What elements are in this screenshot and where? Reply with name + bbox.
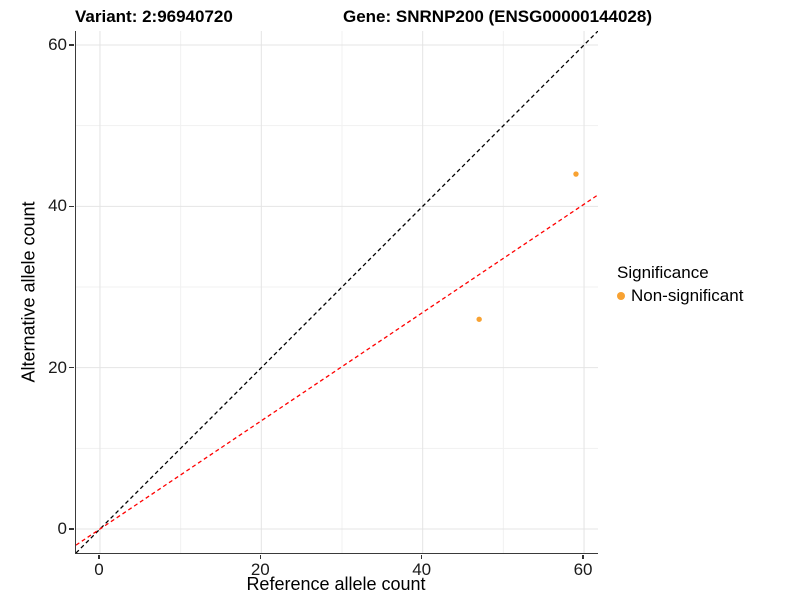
y-tick-mark	[69, 44, 74, 46]
x-tick-mark	[259, 554, 262, 559]
x-tick-mark	[98, 554, 100, 559]
legend-point-icon	[617, 292, 625, 300]
x-tick-label: 40	[412, 560, 432, 579]
data-point	[573, 171, 579, 177]
x-tick-label: 20	[250, 560, 270, 579]
variant-title: Variant: 2:96940720	[75, 7, 233, 26]
x-tick-mark	[420, 554, 423, 559]
y-tick-label: 0	[57, 519, 67, 539]
legend-title: Significance	[617, 263, 709, 282]
x-tick-label: 0	[94, 560, 104, 579]
plot-panel	[75, 31, 598, 554]
legend: Significance Non-significant	[617, 263, 743, 306]
data-point	[476, 316, 482, 322]
fit-line	[76, 194, 598, 546]
y-tick-mark	[69, 528, 74, 530]
identity-line	[76, 31, 598, 553]
y-tick-label: 60	[48, 34, 67, 54]
x-axis-title: Reference allele count	[246, 574, 426, 594]
y-tick-label: 20	[48, 357, 67, 377]
y-tick-mark	[69, 205, 74, 208]
x-tick-mark	[582, 554, 584, 559]
scatter-plot-canvas	[76, 31, 598, 553]
x-tick-label: 60	[573, 560, 593, 579]
y-tick-mark	[69, 366, 74, 369]
gene-title: Gene: SNRNP200 (ENSG00000144028)	[343, 7, 652, 26]
y-axis-title: Alternative allele count	[18, 201, 39, 383]
legend-item: Non-significant	[617, 286, 743, 306]
legend-item-label: Non-significant	[631, 286, 744, 305]
y-tick-label: 40	[48, 196, 67, 216]
